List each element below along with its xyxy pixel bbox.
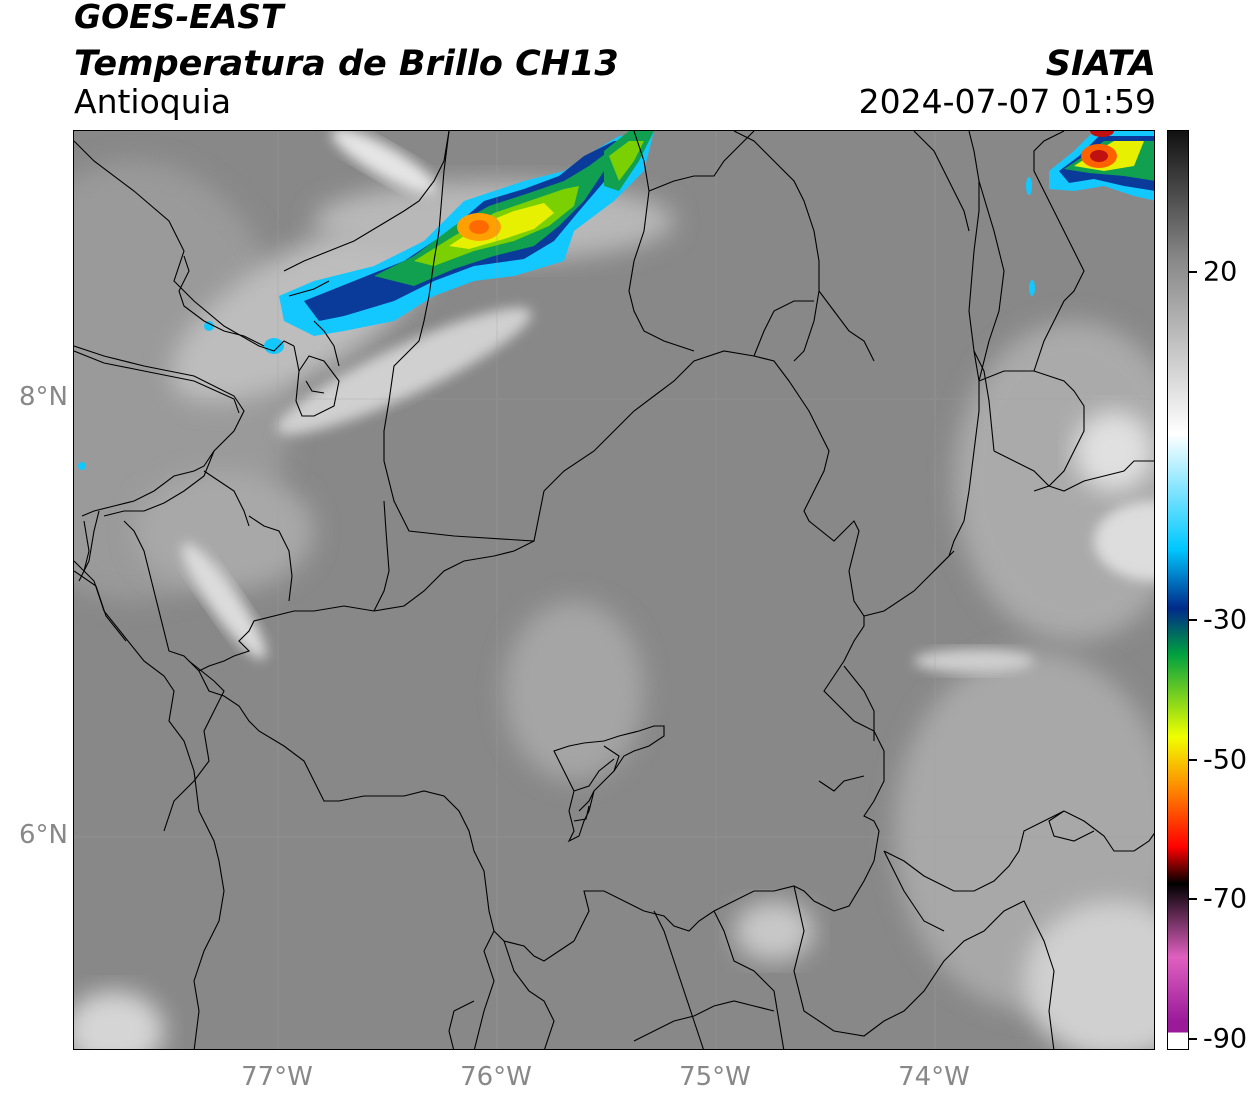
satellite-map[interactable] [73, 130, 1155, 1050]
map-svg [74, 131, 1154, 1049]
convective-cloud-west [78, 131, 654, 470]
title-satellite: GOES-EAST [74, 0, 284, 36]
colorbar-label-minus50: -50 [1203, 744, 1248, 776]
colorbar-tick [1189, 1038, 1197, 1040]
colorbar-label-20: 20 [1203, 256, 1238, 288]
region-label: Antioquia [74, 82, 232, 121]
colorbar-tick [1189, 898, 1197, 900]
lon-label-75w: 75°W [679, 1062, 751, 1092]
lon-label-76w: 76°W [460, 1062, 532, 1092]
colorbar-label-minus30: -30 [1203, 604, 1248, 636]
lon-label-74w: 74°W [898, 1062, 970, 1092]
lon-label-77w: 77°W [241, 1062, 313, 1092]
colorbar [1167, 130, 1189, 1050]
convective-cloud-east [1026, 131, 1154, 296]
colorbar-tick [1189, 619, 1197, 621]
cloud-field [74, 131, 1154, 1049]
colorbar-tick [1189, 759, 1197, 761]
colorbar-tick [1189, 271, 1197, 273]
datetime-label: 2024-07-07 01:59 [858, 82, 1156, 121]
graticule [74, 131, 1154, 1049]
boundaries [74, 131, 1154, 1049]
agency-label: SIATA [1045, 44, 1156, 84]
title-product: Temperatura de Brillo CH13 [74, 44, 619, 84]
lat-label-8n: 8°N [19, 382, 68, 412]
colorbar-label-minus90: -90 [1203, 1023, 1248, 1055]
lat-label-6n: 6°N [19, 820, 68, 850]
colorbar-label-minus70: -70 [1203, 883, 1248, 915]
